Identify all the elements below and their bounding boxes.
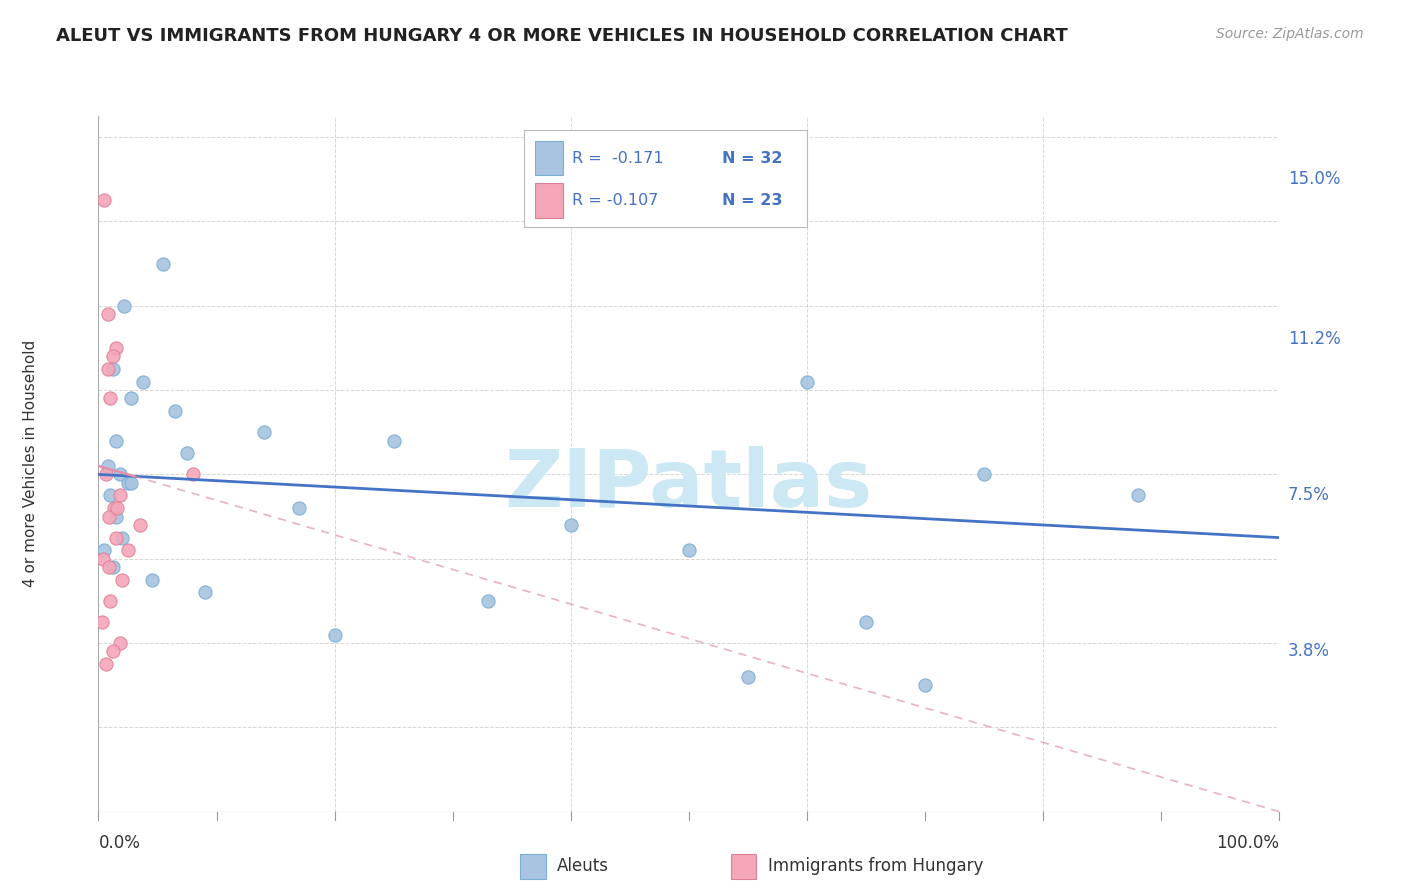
Point: [678, 543, 700, 558]
Point: [117, 543, 139, 558]
Text: 4 or more Vehicles in Household: 4 or more Vehicles in Household: [24, 340, 38, 588]
Point: [101, 349, 124, 363]
Point: [128, 518, 150, 533]
Point: [477, 594, 499, 608]
Point: [323, 627, 346, 641]
Point: [121, 392, 143, 406]
Point: [105, 531, 128, 545]
Point: [98, 488, 121, 502]
Point: [101, 644, 124, 658]
Point: [97, 362, 120, 376]
Point: [91, 551, 114, 566]
Text: 11.2%: 11.2%: [1288, 330, 1340, 349]
Point: [111, 573, 134, 587]
Text: R = -0.107: R = -0.107: [572, 194, 658, 209]
Text: 7.5%: 7.5%: [1288, 486, 1330, 505]
Text: N = 23: N = 23: [723, 194, 783, 209]
Point: [253, 425, 276, 440]
FancyBboxPatch shape: [534, 184, 564, 218]
Point: [101, 362, 124, 376]
Point: [94, 467, 117, 482]
Point: [181, 467, 204, 482]
Point: [737, 670, 759, 684]
Point: [98, 392, 121, 406]
Point: [141, 573, 163, 587]
Point: [97, 458, 120, 473]
Point: [796, 375, 818, 389]
Text: N = 32: N = 32: [723, 151, 783, 166]
Point: [98, 560, 121, 574]
Point: [176, 446, 198, 460]
Point: [93, 543, 115, 558]
Point: [194, 585, 217, 599]
Text: 0.0%: 0.0%: [98, 834, 141, 852]
Point: [98, 509, 121, 524]
FancyBboxPatch shape: [534, 141, 564, 175]
Point: [117, 475, 139, 490]
Point: [91, 615, 114, 629]
Point: [132, 375, 155, 389]
Point: [108, 467, 131, 482]
Point: [101, 560, 124, 574]
Text: Aleuts: Aleuts: [557, 857, 609, 875]
Text: Source: ZipAtlas.com: Source: ZipAtlas.com: [1216, 27, 1364, 41]
Point: [103, 501, 125, 516]
Point: [111, 531, 134, 545]
Point: [973, 467, 995, 482]
Point: [105, 501, 128, 516]
Point: [855, 615, 877, 629]
Point: [98, 594, 121, 608]
Point: [108, 636, 131, 650]
Text: ALEUT VS IMMIGRANTS FROM HUNGARY 4 OR MORE VEHICLES IN HOUSEHOLD CORRELATION CHA: ALEUT VS IMMIGRANTS FROM HUNGARY 4 OR MO…: [56, 27, 1069, 45]
Text: 3.8%: 3.8%: [1288, 642, 1330, 660]
Point: [97, 307, 120, 321]
Point: [121, 475, 143, 490]
Point: [94, 657, 117, 672]
Text: 15.0%: 15.0%: [1288, 170, 1340, 188]
Point: [382, 434, 405, 448]
Text: Immigrants from Hungary: Immigrants from Hungary: [768, 857, 983, 875]
Point: [288, 501, 311, 516]
Point: [93, 194, 115, 208]
Point: [914, 678, 936, 692]
Point: [1126, 488, 1149, 502]
Point: [560, 518, 582, 533]
Point: [152, 256, 174, 270]
Point: [108, 488, 131, 502]
Text: 100.0%: 100.0%: [1216, 834, 1279, 852]
Point: [112, 299, 135, 313]
Point: [165, 404, 187, 418]
Text: R =  -0.171: R = -0.171: [572, 151, 664, 166]
Point: [105, 509, 128, 524]
Text: ZIPatlas: ZIPatlas: [505, 446, 873, 524]
Point: [105, 341, 128, 355]
Point: [105, 434, 128, 448]
